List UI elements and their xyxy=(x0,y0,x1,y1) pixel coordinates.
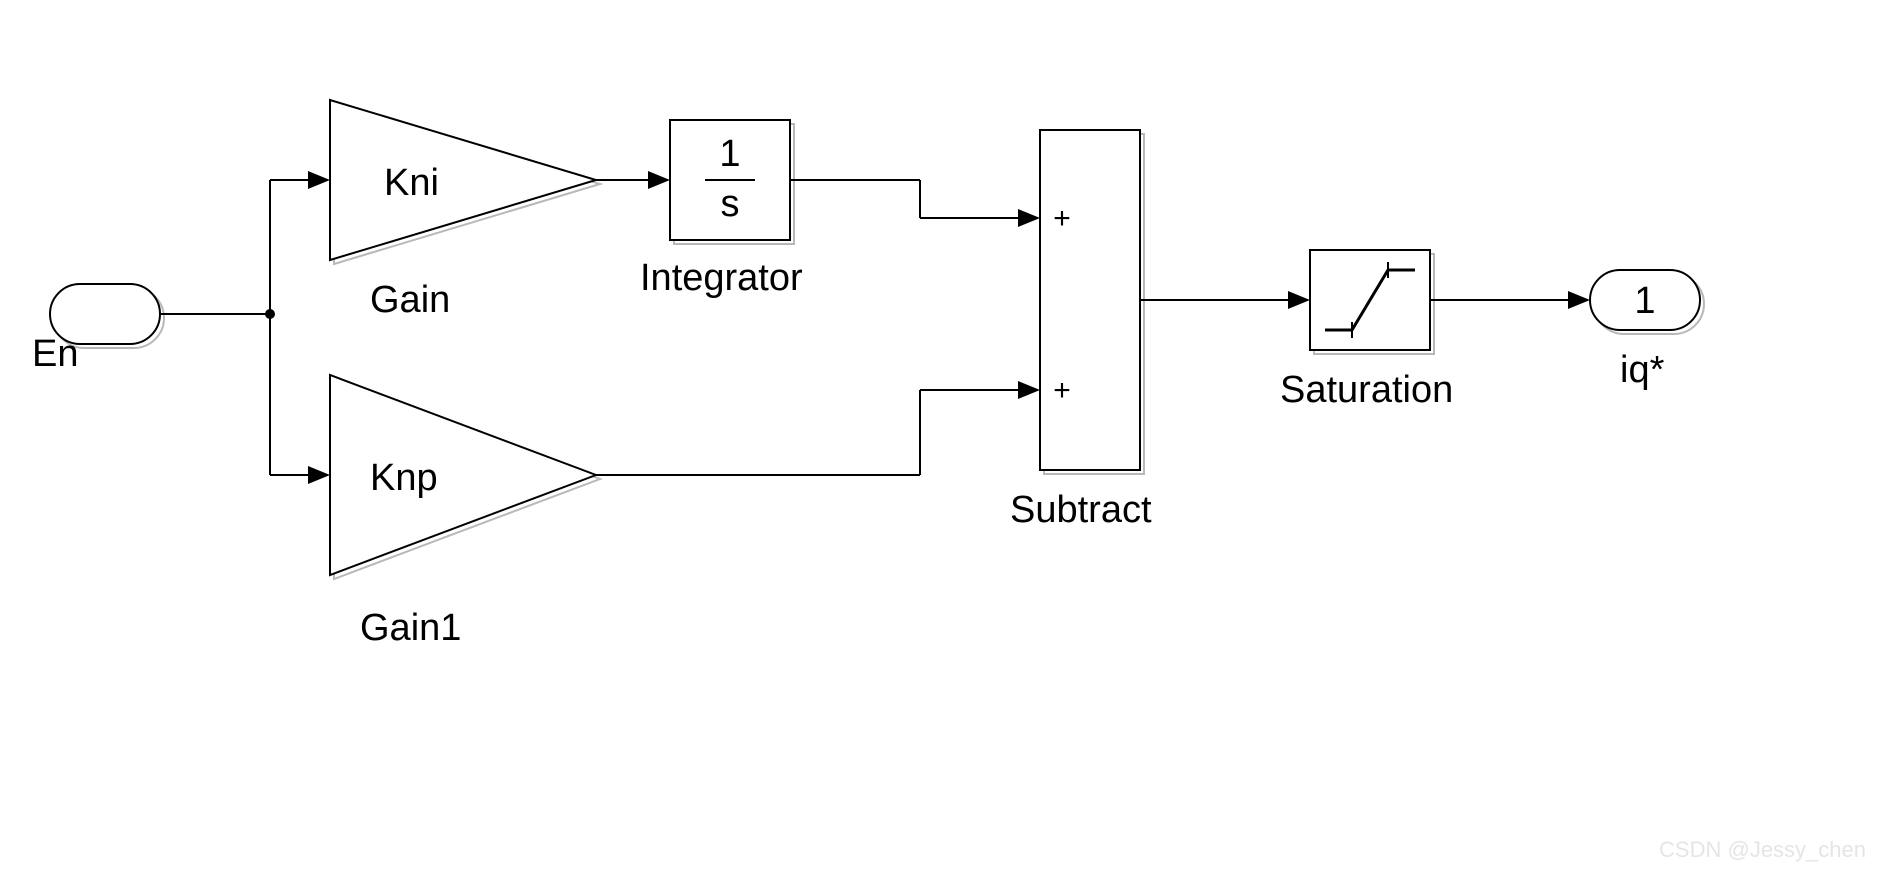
gain1-value: Knp xyxy=(370,457,438,499)
gain-label: Gain xyxy=(370,279,450,321)
outport-label: iq* xyxy=(1620,349,1665,391)
watermark: CSDN @Jessy_chen xyxy=(1659,837,1866,863)
integrator-numerator: 1 xyxy=(719,133,740,175)
saturation-label: Saturation xyxy=(1280,369,1453,411)
subtract-sign-1: + xyxy=(1053,202,1071,235)
integrator-label: Integrator xyxy=(640,257,803,299)
integrator-denominator: s xyxy=(721,183,740,225)
subtract-label: Subtract xyxy=(1010,489,1152,531)
gain-value: Kni xyxy=(384,162,439,204)
gain1-label: Gain1 xyxy=(360,607,461,649)
subtract-sign-2: + xyxy=(1053,374,1071,407)
outport-number: 1 xyxy=(1634,280,1655,322)
inport-label: En xyxy=(32,333,78,375)
